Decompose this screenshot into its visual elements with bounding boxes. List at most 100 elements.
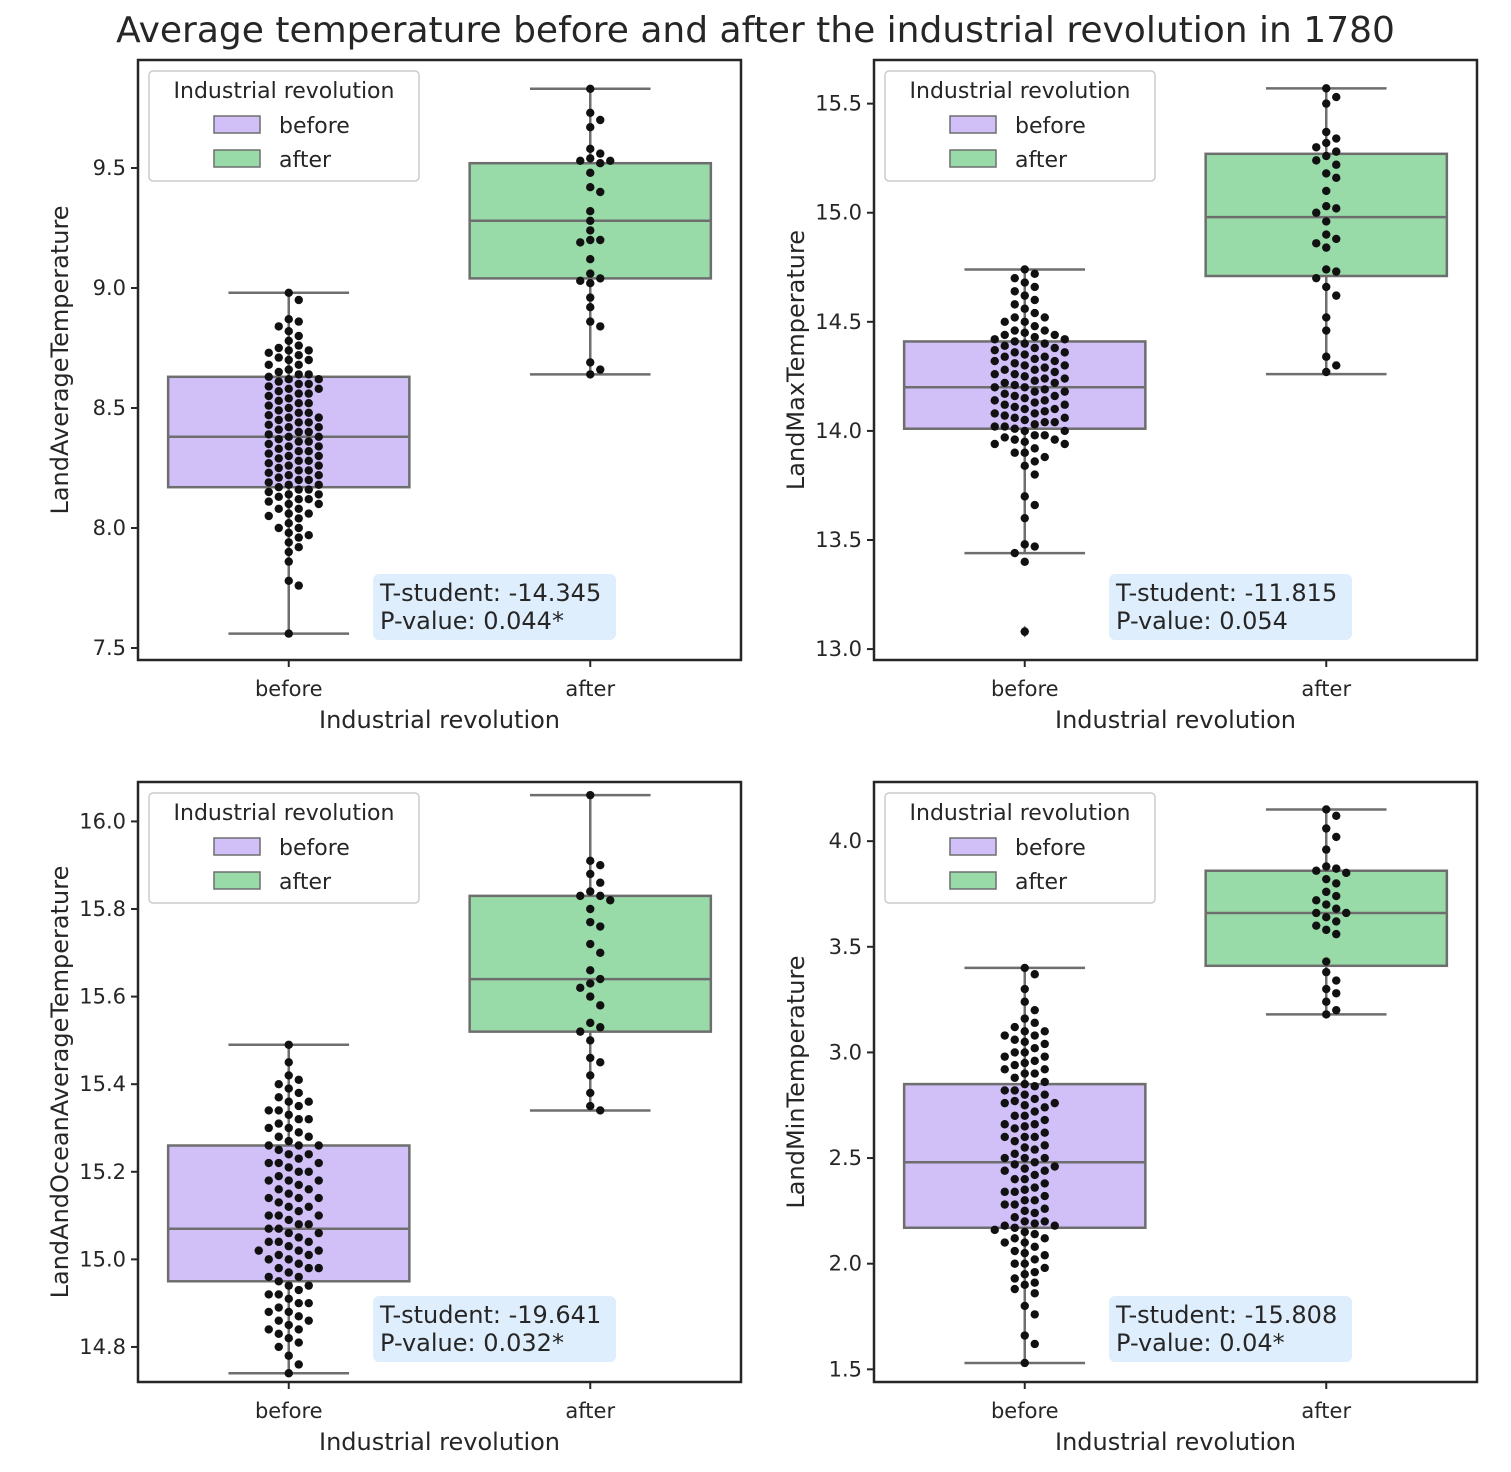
data-point xyxy=(586,154,595,163)
data-point xyxy=(1020,997,1029,1006)
legend: Industrial revolution before after xyxy=(884,70,1156,182)
data-point xyxy=(274,396,283,405)
legend-title: Industrial revolution xyxy=(910,801,1131,826)
data-point xyxy=(274,504,283,513)
t-student-label: T-student: -19.641 xyxy=(379,1301,601,1329)
data-point xyxy=(586,123,595,132)
data-point xyxy=(284,1071,293,1080)
data-point xyxy=(1030,444,1039,453)
data-point xyxy=(284,1215,293,1225)
data-point xyxy=(1020,1111,1029,1121)
data-point xyxy=(1020,415,1029,425)
data-point xyxy=(1030,308,1039,318)
data-point xyxy=(1020,1058,1029,1068)
data-point xyxy=(264,1123,273,1133)
data-point xyxy=(1020,1196,1029,1205)
x-tick-label: before xyxy=(255,1399,323,1423)
data-point xyxy=(990,356,999,366)
data-point xyxy=(1322,138,1331,148)
data-point xyxy=(1000,1132,1009,1142)
x-axis-label: Industrial revolution xyxy=(319,1428,560,1456)
data-point xyxy=(284,315,293,324)
data-point xyxy=(1010,1136,1019,1146)
data-point xyxy=(1050,1162,1059,1171)
data-point xyxy=(274,1158,283,1168)
data-point xyxy=(284,480,293,489)
data-point xyxy=(304,346,313,355)
data-point xyxy=(284,1058,293,1067)
data-point xyxy=(274,1316,283,1325)
data-point xyxy=(294,504,303,513)
data-point xyxy=(1342,908,1351,918)
data-point xyxy=(304,370,313,379)
y-tick-label: 14.0 xyxy=(815,419,862,443)
data-point xyxy=(1000,1166,1009,1175)
x-tick-label: after xyxy=(1301,677,1351,701)
data-point xyxy=(274,463,283,473)
data-point xyxy=(1040,1191,1049,1201)
data-point xyxy=(596,149,605,158)
legend-swatch-before xyxy=(949,115,997,134)
data-point xyxy=(284,403,293,413)
data-point xyxy=(274,425,283,434)
data-point xyxy=(1332,173,1341,183)
data-point xyxy=(284,346,293,355)
data-point xyxy=(596,1058,605,1067)
data-point xyxy=(1030,365,1039,375)
data-point xyxy=(294,1115,303,1124)
data-point xyxy=(606,896,615,905)
data-point xyxy=(1332,879,1341,888)
data-point xyxy=(274,1106,283,1115)
data-point xyxy=(304,1263,313,1273)
data-point xyxy=(1000,1052,1009,1061)
data-point xyxy=(1020,1174,1029,1184)
data-point xyxy=(284,1307,293,1317)
data-point xyxy=(1000,1098,1009,1108)
data-point xyxy=(294,1272,303,1282)
data-point xyxy=(1020,404,1029,414)
data-point xyxy=(1020,557,1029,567)
data-point xyxy=(294,1220,303,1229)
data-point xyxy=(314,442,323,451)
data-point xyxy=(1030,1018,1039,1028)
data-point xyxy=(1040,1153,1049,1163)
data-point xyxy=(1020,1090,1029,1099)
data-point xyxy=(1020,291,1029,300)
data-point xyxy=(596,274,605,283)
data-point xyxy=(294,1338,303,1347)
data-point xyxy=(264,348,273,357)
data-point xyxy=(1040,313,1049,322)
data-point xyxy=(1040,417,1049,427)
box-after xyxy=(1204,808,1449,1016)
data-point xyxy=(586,992,595,1001)
data-point xyxy=(596,861,605,870)
t-student-label: T-student: -14.345 xyxy=(379,579,601,607)
data-point xyxy=(1020,1101,1029,1110)
data-point xyxy=(606,156,615,165)
data-point xyxy=(1020,513,1029,523)
data-point xyxy=(284,557,293,566)
data-point xyxy=(264,459,273,468)
data-point xyxy=(1030,409,1039,418)
axes-frame xyxy=(872,780,1479,1384)
x-axis-label: Industrial revolution xyxy=(1055,706,1296,734)
data-point xyxy=(304,447,313,456)
data-point xyxy=(1040,1251,1049,1260)
data-point xyxy=(1040,339,1049,348)
data-point xyxy=(294,1233,303,1242)
data-point xyxy=(1020,1217,1029,1226)
legend-swatch-before xyxy=(213,115,261,134)
data-point xyxy=(1322,925,1331,935)
data-point xyxy=(586,1053,595,1063)
data-point xyxy=(304,1185,313,1194)
data-point xyxy=(294,475,303,485)
data-point xyxy=(1000,365,1009,375)
data-point xyxy=(1322,217,1331,226)
data-point xyxy=(284,288,293,297)
data-point xyxy=(1020,1132,1029,1142)
box-iqr xyxy=(468,894,713,1033)
data-point xyxy=(304,509,313,518)
